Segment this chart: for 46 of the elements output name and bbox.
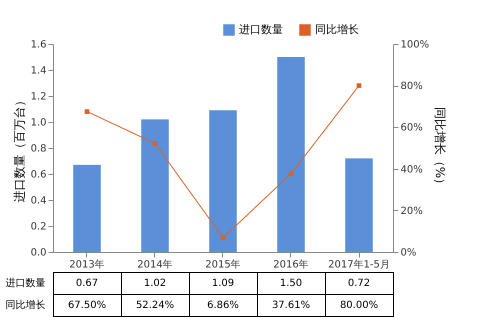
bar	[209, 110, 237, 252]
y-axis-title: 进口数量（百万台）	[12, 94, 27, 202]
point	[356, 83, 362, 88]
y-tick-label: 0.4	[30, 196, 46, 206]
data-label: 80.00%	[340, 300, 378, 311]
y2-axis-title: 同比增长（%）	[433, 106, 448, 190]
y2-tick-label: 40%	[400, 164, 423, 176]
y-tick-label: 0.0	[30, 248, 46, 258]
x-tick-label: 2015年	[205, 258, 241, 270]
data-label: 1.02	[144, 278, 166, 289]
text: 同比增长	[6, 300, 46, 311]
y2-tick-label: 0%	[400, 248, 416, 258]
x-tick-label: 2016年	[273, 258, 309, 270]
point	[220, 235, 226, 240]
y-tick-label: 0.2	[30, 222, 46, 232]
point	[84, 109, 90, 114]
data-label: 67.50%	[68, 300, 106, 311]
data-label: 52.24%	[136, 300, 174, 311]
bar	[345, 158, 373, 252]
data-label: 1.09	[212, 278, 234, 289]
y2-tick-label: 60%	[400, 122, 423, 134]
point	[288, 171, 294, 176]
data-label: 0.67	[76, 278, 98, 289]
text: 进口数量	[6, 278, 46, 289]
legend-label: 同比增长	[315, 23, 359, 36]
data-label: 0.72	[348, 278, 370, 289]
y2-tick-label: 80%	[400, 81, 423, 92]
point	[152, 140, 158, 146]
x-tick-label: 2014年	[137, 258, 173, 270]
y-tick-label: 0.6	[30, 170, 46, 180]
y-tick-label: 0.8	[30, 144, 46, 154]
y2-tick-label: 20%	[400, 206, 423, 217]
data-label: 37.61%	[272, 300, 310, 311]
bar	[277, 57, 305, 252]
legend-label: 进口数量	[239, 23, 283, 36]
data-label: 1.50	[280, 278, 302, 289]
y-tick-label: 1.6	[30, 40, 46, 50]
data-label: 6.86%	[207, 300, 239, 311]
x-tick-label: 2013年	[69, 258, 105, 270]
y-tick-label: 1.2	[30, 92, 46, 102]
bar	[73, 164, 101, 252]
bar	[141, 119, 169, 252]
y2-tick-label: 100%	[400, 40, 430, 50]
y-tick-label: 1.0	[30, 118, 46, 128]
x-tick-label: 2017年1-5月	[328, 258, 390, 270]
y-tick-label: 1.4	[30, 66, 46, 76]
